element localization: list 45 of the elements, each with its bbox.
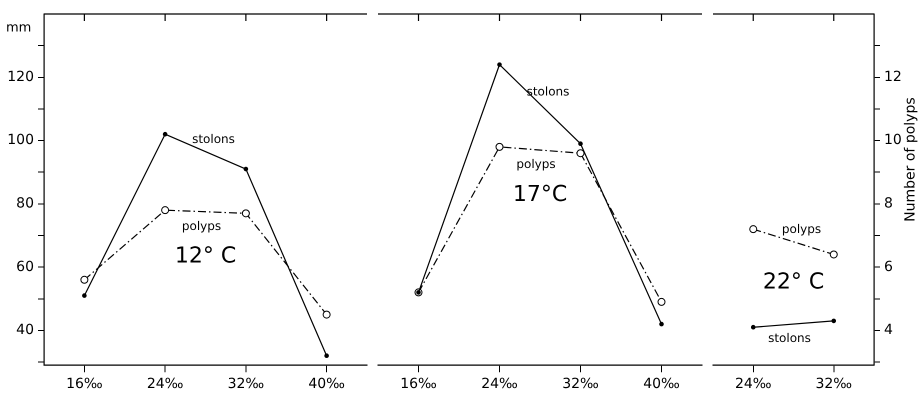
x-tick-label: 32‰ [815,376,852,392]
point [82,293,87,298]
point [161,206,170,214]
y2-tick-label: 10 [884,132,902,148]
point [658,298,666,306]
text: 22° C [762,270,824,295]
x-tick-label: 32‰ [228,376,264,392]
series-label: stolons [192,132,235,146]
text: 12° C [174,243,236,268]
point [162,132,168,137]
y2-tick-label: 6 [884,258,893,275]
point [244,166,248,172]
y-tick-label: 100 [7,132,34,148]
point [659,322,664,326]
x-tick-label: 40‰ [308,376,346,392]
x-tick-label: 16‰ [66,376,103,392]
y-tick-label: 120 [7,68,34,85]
series-label: stolons [526,84,570,98]
y-tick-label: 40 [16,322,34,338]
y2-tick-label: 8 [884,195,893,212]
point [497,62,502,67]
y2-tick-label: 4 [884,322,893,338]
y2-tick-label: 12 [884,68,902,85]
y-axis-title: mm [6,20,32,36]
point [242,209,250,218]
x-tick-label: 16‰ [400,376,438,392]
x-tick-label: 24‰ [481,376,518,392]
series-label: polyps [182,218,222,233]
point [80,276,88,284]
point [322,310,331,319]
point [576,149,584,158]
series-label: polyps [782,222,822,236]
point [496,142,504,151]
x-tick-label: 40‰ [643,376,680,392]
y-tick-label: 60 [16,258,34,275]
x-tick-label: 24‰ [146,376,184,392]
x-tick-label: 32‰ [562,376,600,392]
y2-axis-title: Number of polyps [902,97,919,222]
point [578,141,583,146]
y-tick-label: 80 [16,195,34,212]
text: 17°C [512,182,568,207]
x-tick-label: 24‰ [734,376,772,392]
point [324,353,329,358]
series-label: polyps [516,157,556,172]
series-label: stolons [768,331,811,346]
